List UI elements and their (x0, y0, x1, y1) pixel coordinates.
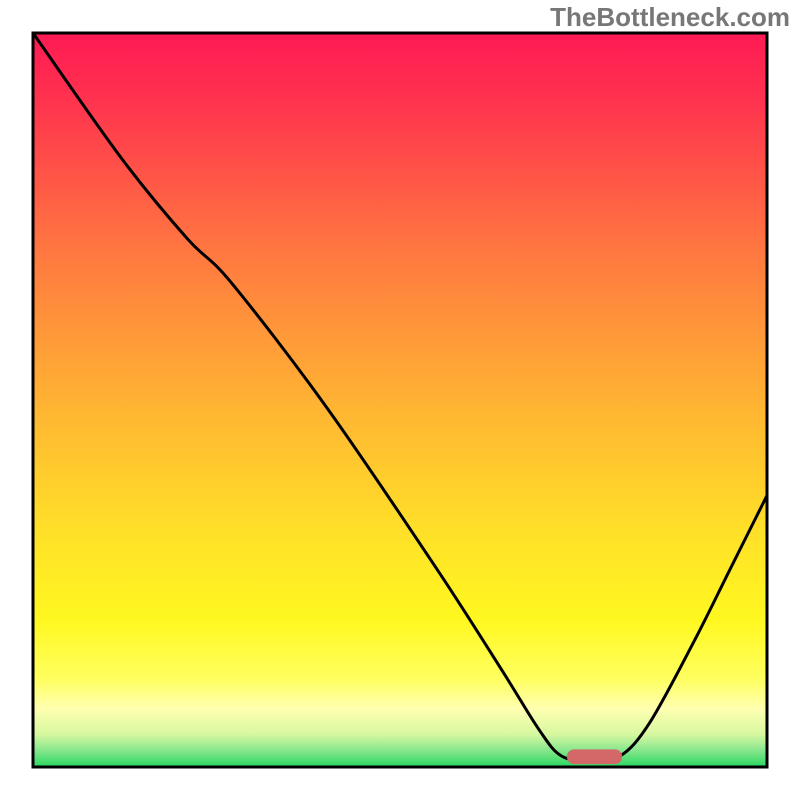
chart-container: TheBottleneck.com (0, 0, 800, 800)
bottleneck-chart (0, 0, 800, 800)
plot-background (33, 33, 767, 767)
optimal-marker (567, 749, 622, 764)
watermark-text: TheBottleneck.com (550, 2, 790, 33)
